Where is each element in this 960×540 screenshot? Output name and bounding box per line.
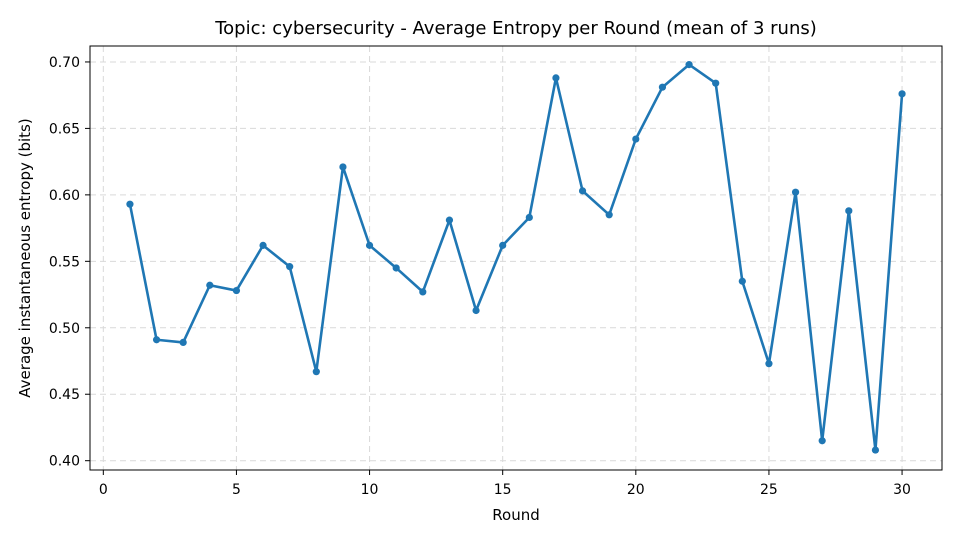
- data-point: [605, 211, 613, 219]
- data-point: [179, 338, 187, 347]
- data-point: [259, 241, 267, 249]
- x-axis-ticks: 0 5 10 15 20 25 30: [99, 470, 911, 498]
- data-point: [499, 241, 507, 249]
- x-tick-label: 0: [99, 482, 108, 498]
- data-point: [445, 216, 454, 224]
- data-point: [419, 288, 427, 296]
- data-point: [632, 135, 640, 143]
- data-point: [206, 281, 214, 289]
- data-point: [738, 277, 746, 285]
- data-point: [898, 90, 906, 98]
- data-point: [392, 264, 400, 272]
- data-point: [365, 241, 374, 249]
- data-point: [152, 336, 161, 344]
- y-tick-label: 0.65: [49, 121, 80, 137]
- data-point: [791, 188, 800, 196]
- series-line: [128, 63, 904, 452]
- data-point: [658, 83, 667, 91]
- x-tick-label: 20: [627, 482, 645, 498]
- y-axis-ticks: 0.40 0.45 0.50 0.55 0.60 0.65 0.70: [49, 55, 90, 470]
- x-tick-label: 25: [760, 482, 778, 498]
- x-tick-label: 30: [893, 482, 911, 498]
- data-point: [339, 163, 347, 171]
- data-point: [472, 306, 480, 315]
- x-tick-label: 5: [232, 482, 241, 498]
- y-tick-label: 0.40: [49, 454, 80, 470]
- data-point: [552, 74, 560, 82]
- data-point: [578, 187, 587, 195]
- y-tick-label: 0.50: [49, 321, 80, 337]
- data-point: [845, 207, 853, 215]
- series-layer: [126, 61, 906, 454]
- x-tick-label: 15: [494, 482, 512, 498]
- chart-title: Topic: cybersecurity - Average Entropy p…: [214, 18, 817, 39]
- x-tick-label: 10: [361, 482, 379, 498]
- data-point: [232, 286, 241, 295]
- data-point: [126, 200, 134, 208]
- y-tick-label: 0.60: [49, 188, 80, 204]
- data-point: [286, 263, 294, 271]
- data-point: [871, 446, 880, 454]
- data-point: [312, 368, 320, 376]
- y-tick-label: 0.70: [49, 55, 80, 71]
- y-tick-label: 0.55: [49, 254, 80, 270]
- grid: [90, 46, 942, 470]
- data-point: [525, 213, 533, 222]
- data-point: [712, 79, 720, 87]
- data-point: [685, 61, 693, 69]
- data-point: [765, 360, 773, 368]
- data-point: [818, 437, 826, 445]
- plot-area-frame: [89, 45, 943, 471]
- y-axis-label: Average instantaneous entropy (bits): [16, 118, 34, 397]
- x-axis-label: Round: [492, 506, 539, 524]
- y-tick-label: 0.45: [49, 387, 80, 403]
